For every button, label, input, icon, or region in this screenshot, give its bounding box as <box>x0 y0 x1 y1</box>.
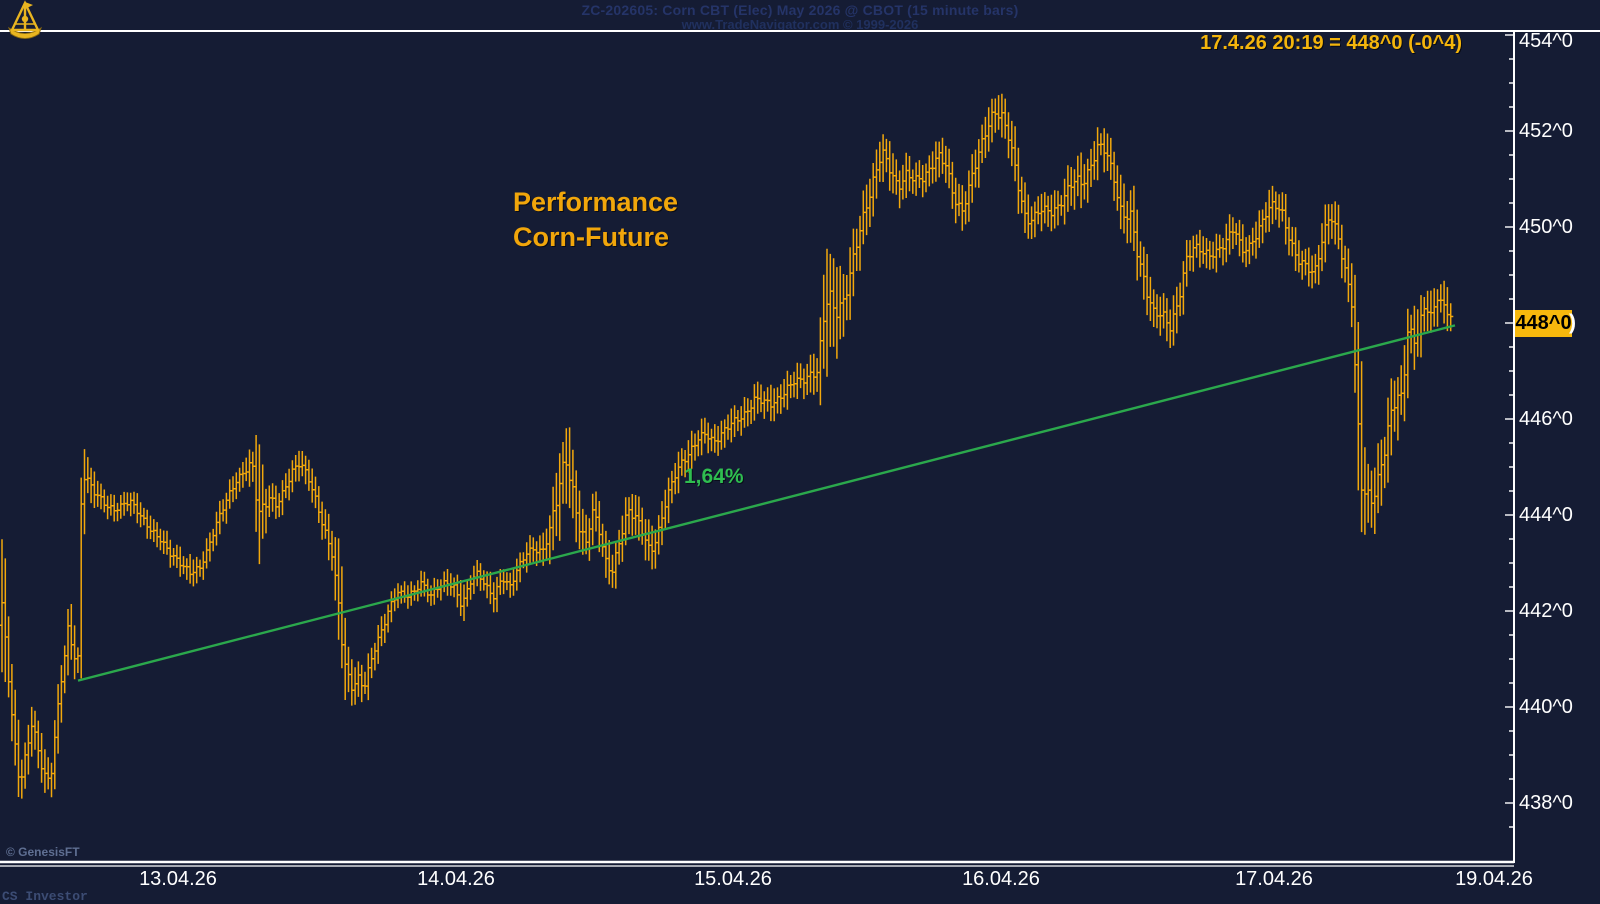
performance-annotation-line2: Corn-Future <box>513 222 669 252</box>
y-axis-label: 442^0 <box>1519 600 1573 622</box>
last-price-marker: 448^0 <box>1515 310 1572 337</box>
y-axis-label: 438^0 <box>1519 792 1573 814</box>
platform-brand: CS Investor <box>2 889 88 904</box>
trade-navigator-logo <box>3 0 47 40</box>
x-axis-label: 14.04.26 <box>417 868 495 890</box>
chart-title: ZC-202605: Corn CBT (Elec) May 2026 @ CB… <box>581 2 1019 18</box>
last-quote-readout: 17.4.26 20:19 = 448^0 (-0^4) <box>1200 32 1462 54</box>
y-axis-label: 446^0 <box>1519 408 1573 430</box>
last-price-marker-paren: ) <box>1569 311 1576 334</box>
watermark-url: www.TradeNavigator.com © 1999-2026 <box>681 17 919 32</box>
y-axis-label: 452^0 <box>1519 120 1573 142</box>
performance-annotation-line1: Performance <box>513 187 679 217</box>
x-axis-label: 17.04.26 <box>1235 868 1313 890</box>
performance-annotation: Performance Corn-Future <box>513 185 678 255</box>
trendline-percent-label: 1,64% <box>684 465 744 488</box>
y-axis-label: 440^0 <box>1519 696 1573 718</box>
x-axis-label: 13.04.26 <box>139 868 217 890</box>
x-axis-label: 16.04.26 <box>962 868 1040 890</box>
x-axis-label: 19.04.26 <box>1455 868 1533 890</box>
last-price-marker-value: 448^0 <box>1515 312 1572 334</box>
genesisft-copyright: © GenesisFT <box>6 845 80 859</box>
y-axis-label: 450^0 <box>1519 216 1573 238</box>
x-axis-label: 15.04.26 <box>694 868 772 890</box>
y-axis-label: 454^0 <box>1519 30 1573 52</box>
sextant-icon <box>8 0 42 39</box>
y-axis-label: 444^0 <box>1519 504 1573 526</box>
